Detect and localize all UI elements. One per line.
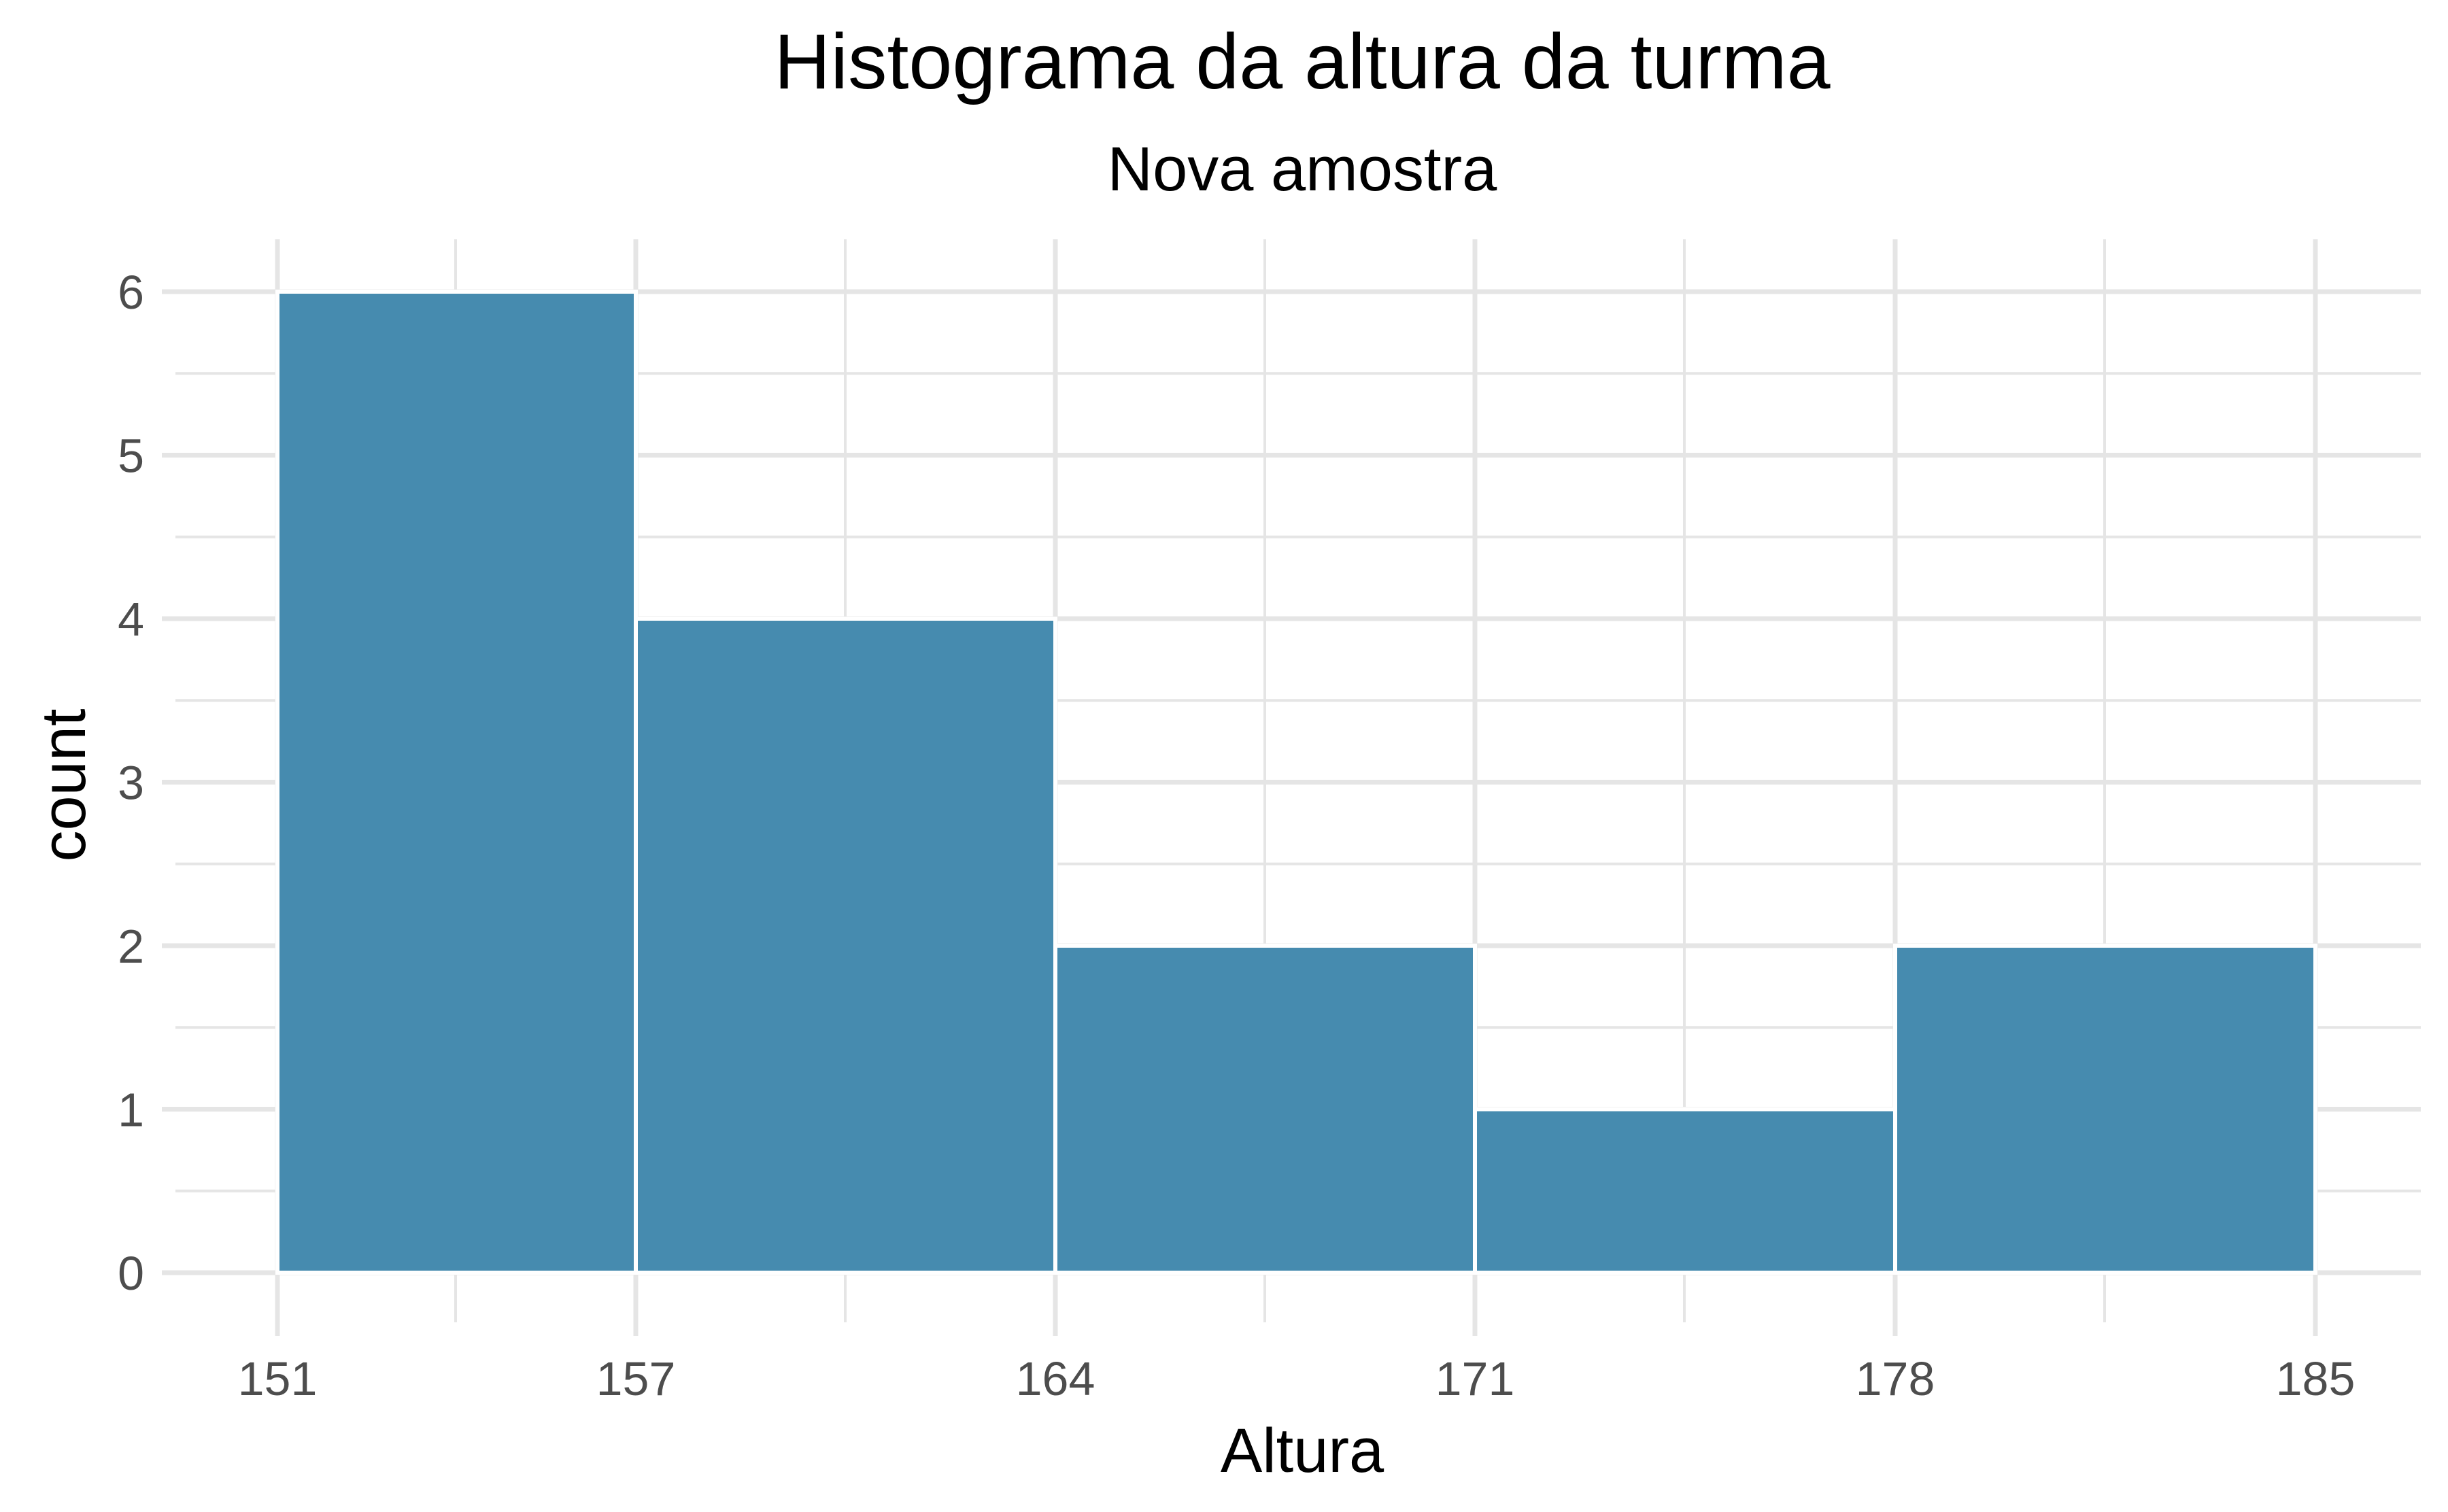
x-tick-label: 185 — [2276, 1352, 2356, 1405]
y-tick-label: 5 — [118, 430, 144, 483]
histogram-bar — [275, 290, 638, 1275]
bars — [275, 290, 2317, 1275]
y-tick-label: 0 — [118, 1247, 144, 1300]
chart-title: Histograma da altura da turma — [774, 18, 1830, 105]
axis-ticks — [162, 289, 2318, 1336]
x-tick-label: 178 — [1856, 1352, 1935, 1405]
histogram-bar — [634, 617, 1057, 1275]
y-tick-label: 2 — [118, 920, 144, 973]
x-tick-labels: 151 157 164 171 178 185 — [238, 1352, 2356, 1405]
y-tick-label: 6 — [118, 266, 144, 319]
x-tick-label: 151 — [238, 1352, 318, 1405]
y-tick-labels: 0 1 2 3 4 5 6 — [118, 266, 144, 1300]
x-axis-title: Altura — [1221, 1416, 1384, 1485]
y-tick-label: 3 — [118, 757, 144, 810]
x-tick-label: 171 — [1435, 1352, 1515, 1405]
x-tick-label: 164 — [1016, 1352, 1095, 1405]
histogram-bar — [1053, 944, 1477, 1275]
x-tick-label: 157 — [596, 1352, 676, 1405]
histogram-bar — [1473, 1107, 1897, 1275]
chart-subtitle: Nova amostra — [1108, 135, 1497, 204]
y-axis-title: count — [29, 708, 99, 861]
histogram-bar — [1893, 944, 2317, 1275]
y-tick-label: 1 — [118, 1084, 144, 1137]
y-tick-label: 4 — [118, 593, 144, 646]
